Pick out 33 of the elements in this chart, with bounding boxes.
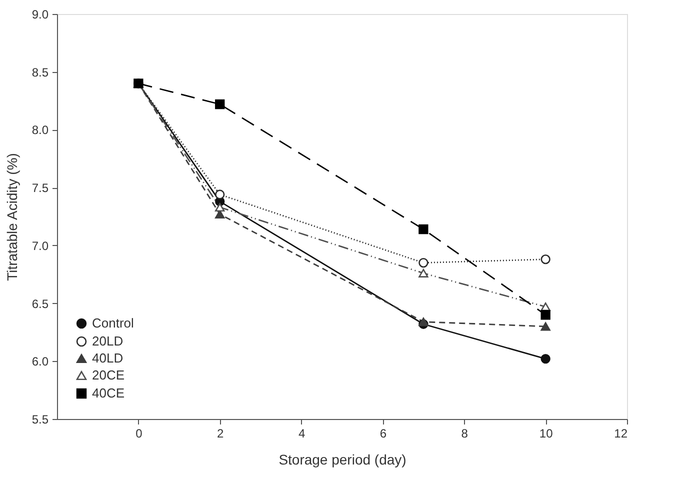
point xyxy=(215,99,225,110)
x-axis-title: Storage period (day) xyxy=(278,452,406,468)
point xyxy=(418,258,428,268)
y-axis-title: Titratable Acidity (%) xyxy=(4,153,20,281)
y-tick-label: 8.5 xyxy=(32,65,49,80)
x-tick-label: 2 xyxy=(217,426,224,440)
legend-label: 40LD xyxy=(92,350,124,366)
x-tick-label: 0 xyxy=(136,426,143,440)
legend-label: 20LD xyxy=(92,334,124,348)
x-tick-label: 4 xyxy=(298,426,306,440)
legend-label: Control xyxy=(92,316,134,330)
point xyxy=(540,322,550,331)
legend-label: 20CE xyxy=(92,368,125,382)
point xyxy=(215,190,225,200)
point xyxy=(540,310,550,320)
x-tick-label: 6 xyxy=(380,426,387,440)
y-tick-label: 7.0 xyxy=(32,238,49,253)
x-tick-label: 8 xyxy=(461,426,468,440)
point xyxy=(215,202,225,212)
y-tick-label: 5.5 xyxy=(32,412,49,426)
y-tick-label: 8.0 xyxy=(32,123,49,138)
y-tick-label: 6.5 xyxy=(32,296,49,311)
point xyxy=(418,318,428,326)
y-tick-label: 6.0 xyxy=(32,354,49,369)
point xyxy=(418,224,428,234)
y-tick-label: 9.0 xyxy=(32,8,49,22)
x-tick-label: 10 xyxy=(539,426,554,440)
y-tick-label: 7.5 xyxy=(32,181,49,196)
point xyxy=(418,268,428,278)
point xyxy=(540,254,550,264)
x-tick-label: 12 xyxy=(614,426,628,440)
legend-label: 40CE xyxy=(92,386,125,400)
point xyxy=(540,354,550,364)
